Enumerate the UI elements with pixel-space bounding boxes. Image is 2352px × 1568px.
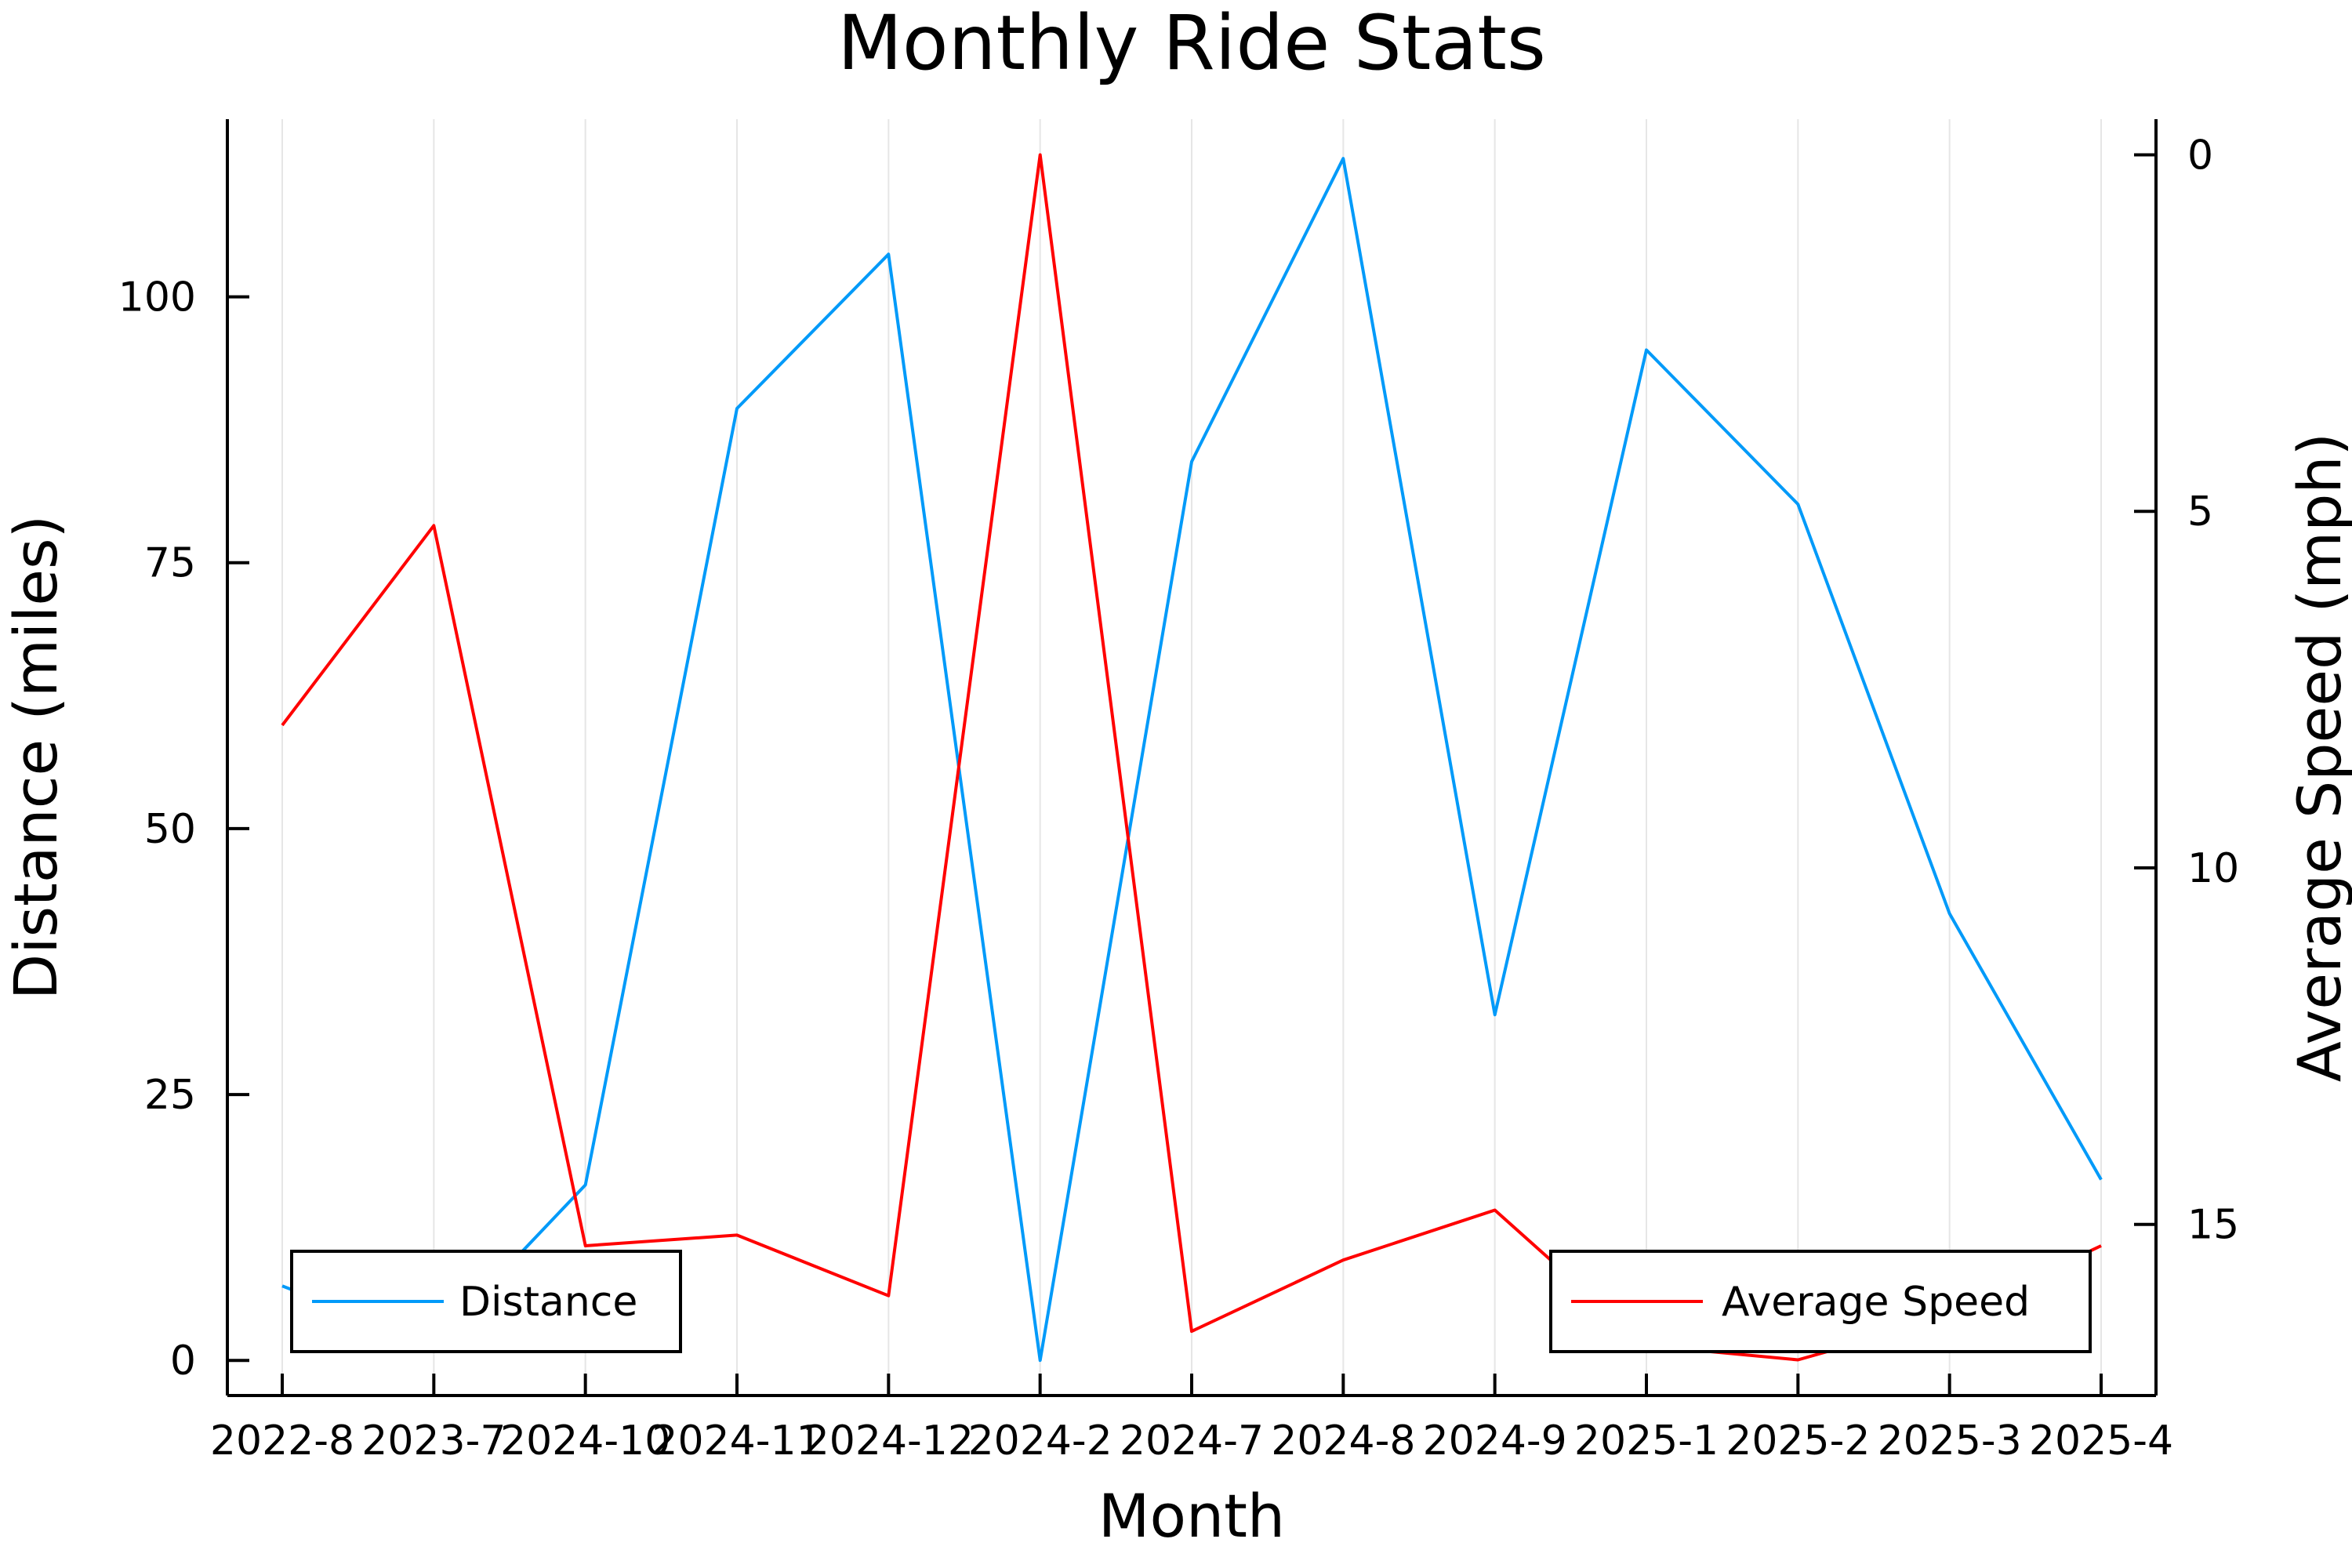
x-tick-label: 2024-10 — [500, 1417, 670, 1465]
y2-ticks: 0 5 10 15 — [2134, 132, 2239, 1249]
x-tick-label: 2025-2 — [1726, 1417, 1870, 1465]
x-tick-label: 2024-12 — [804, 1417, 974, 1465]
series-line-distance — [281, 157, 2103, 1363]
y2-tick-label: 5 — [2187, 488, 2213, 535]
y-axis-label: Distance (miles) — [1, 515, 71, 1000]
x-tick-label: 2022-8 — [210, 1417, 354, 1465]
y-ticks: 0 25 50 75 100 — [118, 274, 249, 1385]
series-line-average-speed — [281, 153, 2102, 1362]
y-tick-label: 0 — [170, 1338, 196, 1385]
x-tick-label: 2024-2 — [968, 1417, 1112, 1465]
legend-distance-label: Distance — [459, 1279, 637, 1326]
legend-average-speed-label: Average Speed — [1722, 1279, 2030, 1326]
legend-average-speed: Average Speed — [1549, 1250, 2092, 1353]
y-tick-label: 50 — [144, 806, 196, 853]
y-tick-label: 25 — [144, 1072, 196, 1119]
y2-tick-label: 10 — [2187, 845, 2239, 892]
x-tick-label: 2024-11 — [652, 1417, 822, 1465]
x-tick-label: 2025-1 — [1574, 1417, 1719, 1465]
legend-distance: Distance — [290, 1250, 682, 1353]
y-tick-label: 75 — [144, 540, 196, 587]
x-tick-label: 2025-4 — [2029, 1417, 2173, 1465]
x-tick-label: 2025-3 — [1878, 1417, 2022, 1465]
x-tick-label: 2024-8 — [1271, 1417, 1415, 1465]
grid — [281, 119, 2102, 1396]
x-tick-label: 2023-7 — [361, 1417, 506, 1465]
x-tick-label: 2024-9 — [1423, 1417, 1567, 1465]
y2-tick-label: 0 — [2187, 132, 2213, 179]
chart-title: Monthly Ride Stats — [837, 0, 1546, 87]
y-tick-label: 100 — [118, 274, 196, 321]
x-tick-label: 2024-7 — [1120, 1417, 1264, 1465]
series-lines — [281, 153, 2103, 1363]
y2-axis-label: Average Speed (mph) — [2285, 433, 2352, 1082]
y2-tick-label: 15 — [2187, 1202, 2239, 1249]
x-axis-label: Month — [1098, 1481, 1285, 1551]
